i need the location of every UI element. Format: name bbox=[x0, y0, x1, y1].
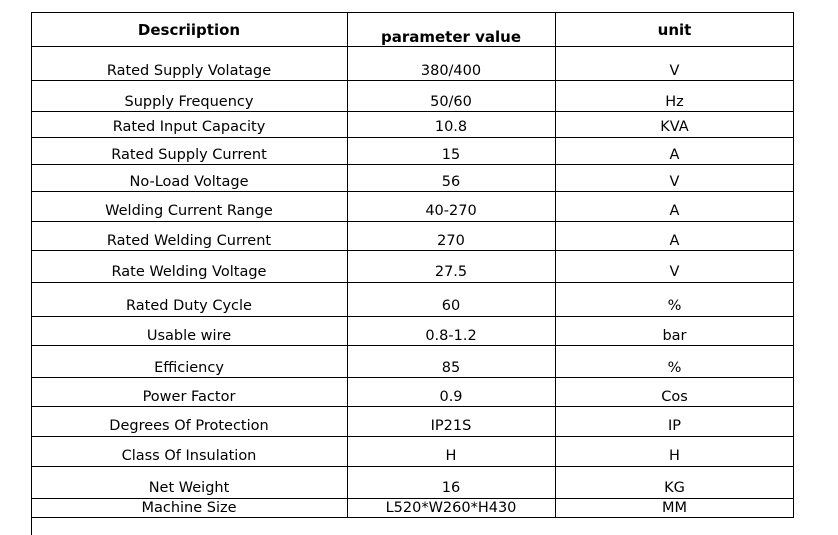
row-divider bbox=[31, 466, 794, 467]
row-unit: V bbox=[669, 63, 680, 79]
row-value: 56 bbox=[441, 174, 461, 190]
row-divider bbox=[31, 316, 794, 317]
row-value: 85 bbox=[441, 360, 461, 376]
row-divider bbox=[31, 345, 794, 346]
row-divider bbox=[31, 406, 794, 407]
row-value: 15 bbox=[441, 147, 461, 163]
row-description: Rated Welding Current bbox=[106, 233, 272, 249]
row-divider bbox=[31, 80, 794, 81]
row-value: 27.5 bbox=[434, 264, 468, 280]
row-unit: Hz bbox=[665, 94, 684, 110]
row-value: 0.9 bbox=[439, 389, 463, 405]
row-divider bbox=[31, 498, 794, 499]
row-description: Net Weight bbox=[148, 480, 230, 496]
row-unit: A bbox=[669, 233, 680, 249]
row-divider bbox=[31, 250, 794, 251]
row-description: Degrees Of Protection bbox=[109, 418, 269, 434]
row-unit: % bbox=[667, 360, 682, 376]
row-description: Class Of Insulation bbox=[121, 448, 257, 464]
row-description: Rated Supply Current bbox=[111, 147, 267, 163]
row-value: IP21S bbox=[430, 418, 472, 434]
row-divider bbox=[31, 191, 794, 192]
row-value: 0.8-1.2 bbox=[425, 328, 477, 344]
row-unit: % bbox=[667, 298, 682, 314]
row-value: 40-270 bbox=[425, 203, 477, 219]
row-divider bbox=[31, 46, 794, 47]
row-description: Rate Welding Voltage bbox=[111, 264, 267, 280]
row-description: Power Factor bbox=[142, 389, 236, 405]
row-unit: V bbox=[669, 264, 680, 280]
row-unit: KG bbox=[664, 480, 685, 496]
row-unit: bar bbox=[662, 328, 687, 344]
header-parameter-value: parameter value bbox=[380, 28, 522, 46]
header-description: Descriiption bbox=[137, 21, 241, 39]
row-divider bbox=[31, 517, 794, 518]
row-value: 380/400 bbox=[420, 63, 482, 79]
row-unit: KVA bbox=[660, 119, 689, 135]
row-value: 50/60 bbox=[430, 94, 472, 110]
row-unit: V bbox=[669, 174, 680, 190]
row-unit: A bbox=[669, 147, 680, 163]
row-divider bbox=[31, 377, 794, 378]
row-unit: Cos bbox=[661, 389, 688, 405]
row-divider bbox=[31, 436, 794, 437]
table-left-border bbox=[31, 12, 32, 535]
row-value: 10.8 bbox=[434, 119, 468, 135]
row-description: Usable wire bbox=[146, 328, 232, 344]
row-divider bbox=[31, 221, 794, 222]
header-unit: unit bbox=[657, 21, 692, 39]
row-description: Rated Supply Volatage bbox=[106, 63, 272, 79]
row-unit: H bbox=[669, 448, 680, 464]
column-divider bbox=[793, 12, 794, 518]
row-value: 60 bbox=[441, 298, 461, 314]
row-unit: A bbox=[669, 203, 680, 219]
row-description: Supply Frequency bbox=[124, 94, 254, 110]
row-value: 16 bbox=[441, 480, 461, 496]
row-description: Machine Size bbox=[141, 500, 237, 516]
column-divider bbox=[347, 12, 348, 518]
row-description: Rated Duty Cycle bbox=[126, 298, 252, 314]
row-value: H bbox=[445, 448, 457, 464]
spec-table: Descriiption parameter value unit Rated … bbox=[31, 12, 794, 518]
row-value: 270 bbox=[437, 233, 465, 249]
row-unit: MM bbox=[661, 500, 688, 516]
row-description: Rated Input Capacity bbox=[112, 119, 266, 135]
row-divider bbox=[31, 12, 794, 13]
row-divider bbox=[31, 282, 794, 283]
row-description: No-Load Voltage bbox=[129, 174, 249, 190]
row-description: Welding Current Range bbox=[105, 203, 273, 219]
column-divider bbox=[555, 12, 556, 518]
row-description: Efficiency bbox=[154, 360, 224, 376]
row-value: L520*W260*H430 bbox=[385, 500, 517, 516]
row-divider bbox=[31, 111, 794, 112]
row-divider bbox=[31, 164, 794, 165]
row-divider bbox=[31, 137, 794, 138]
row-unit: IP bbox=[667, 418, 682, 434]
